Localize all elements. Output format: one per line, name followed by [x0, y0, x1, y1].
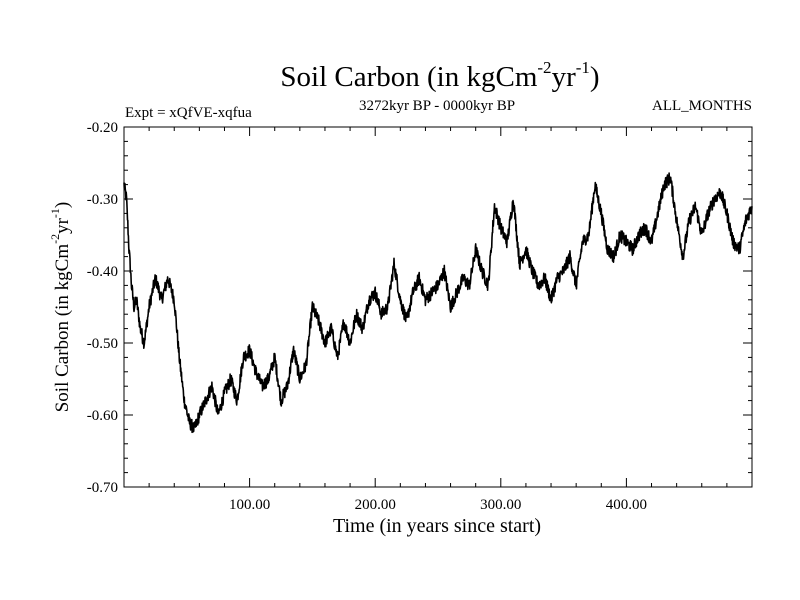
plot-frame: [123, 126, 753, 488]
series-line-soil-carbon: [123, 172, 753, 434]
title-end: ): [590, 61, 600, 93]
x-tick-label: 400.00: [606, 497, 647, 513]
ylabel-mid: yr: [52, 217, 73, 234]
y-tick-label: -0.30: [87, 192, 118, 208]
x-tick-label: 200.00: [355, 497, 396, 513]
subtitle-right: ALL_MONTHS: [652, 98, 752, 114]
ylabel-sup1: -2: [48, 234, 62, 244]
y-tick-label: -0.60: [87, 408, 118, 424]
ylabel-end: ): [52, 202, 73, 208]
y-tick-labels: -0.20 -0.30 -0.40 -0.50 -0.60 -0.70: [87, 120, 118, 496]
x-tick-label: 100.00: [229, 497, 270, 513]
tick-marks: [124, 126, 752, 488]
y-axis-label: Soil Carbon (in kgCm-2yr-1): [48, 202, 73, 413]
y-tick-label: -0.50: [87, 336, 118, 352]
title-sup2: -1: [576, 58, 590, 77]
title-mid: yr: [552, 61, 577, 93]
y-tick-label: -0.20: [87, 120, 118, 136]
ylabel-sup2: -1: [48, 208, 62, 218]
chart-title: Soil Carbon (in kgCm-2yr-1): [280, 58, 599, 93]
x-tick-label: 300.00: [480, 497, 521, 513]
y-tick-label: -0.70: [87, 480, 118, 496]
title-sup1: -2: [537, 58, 551, 77]
ylabel-main: Soil Carbon (in kgCm: [52, 244, 73, 413]
subtitle-center: 3272kyr BP - 0000kyr BP: [359, 98, 515, 114]
title-main: Soil Carbon (in kgCm: [280, 61, 537, 93]
subtitle-left: Expt = xQfVE-xqfua: [125, 105, 252, 121]
x-tick-labels: 100.00 200.00 300.00 400.00: [229, 497, 647, 513]
x-axis-label: Time (in years since start): [333, 515, 541, 537]
y-tick-label: -0.40: [87, 264, 118, 280]
